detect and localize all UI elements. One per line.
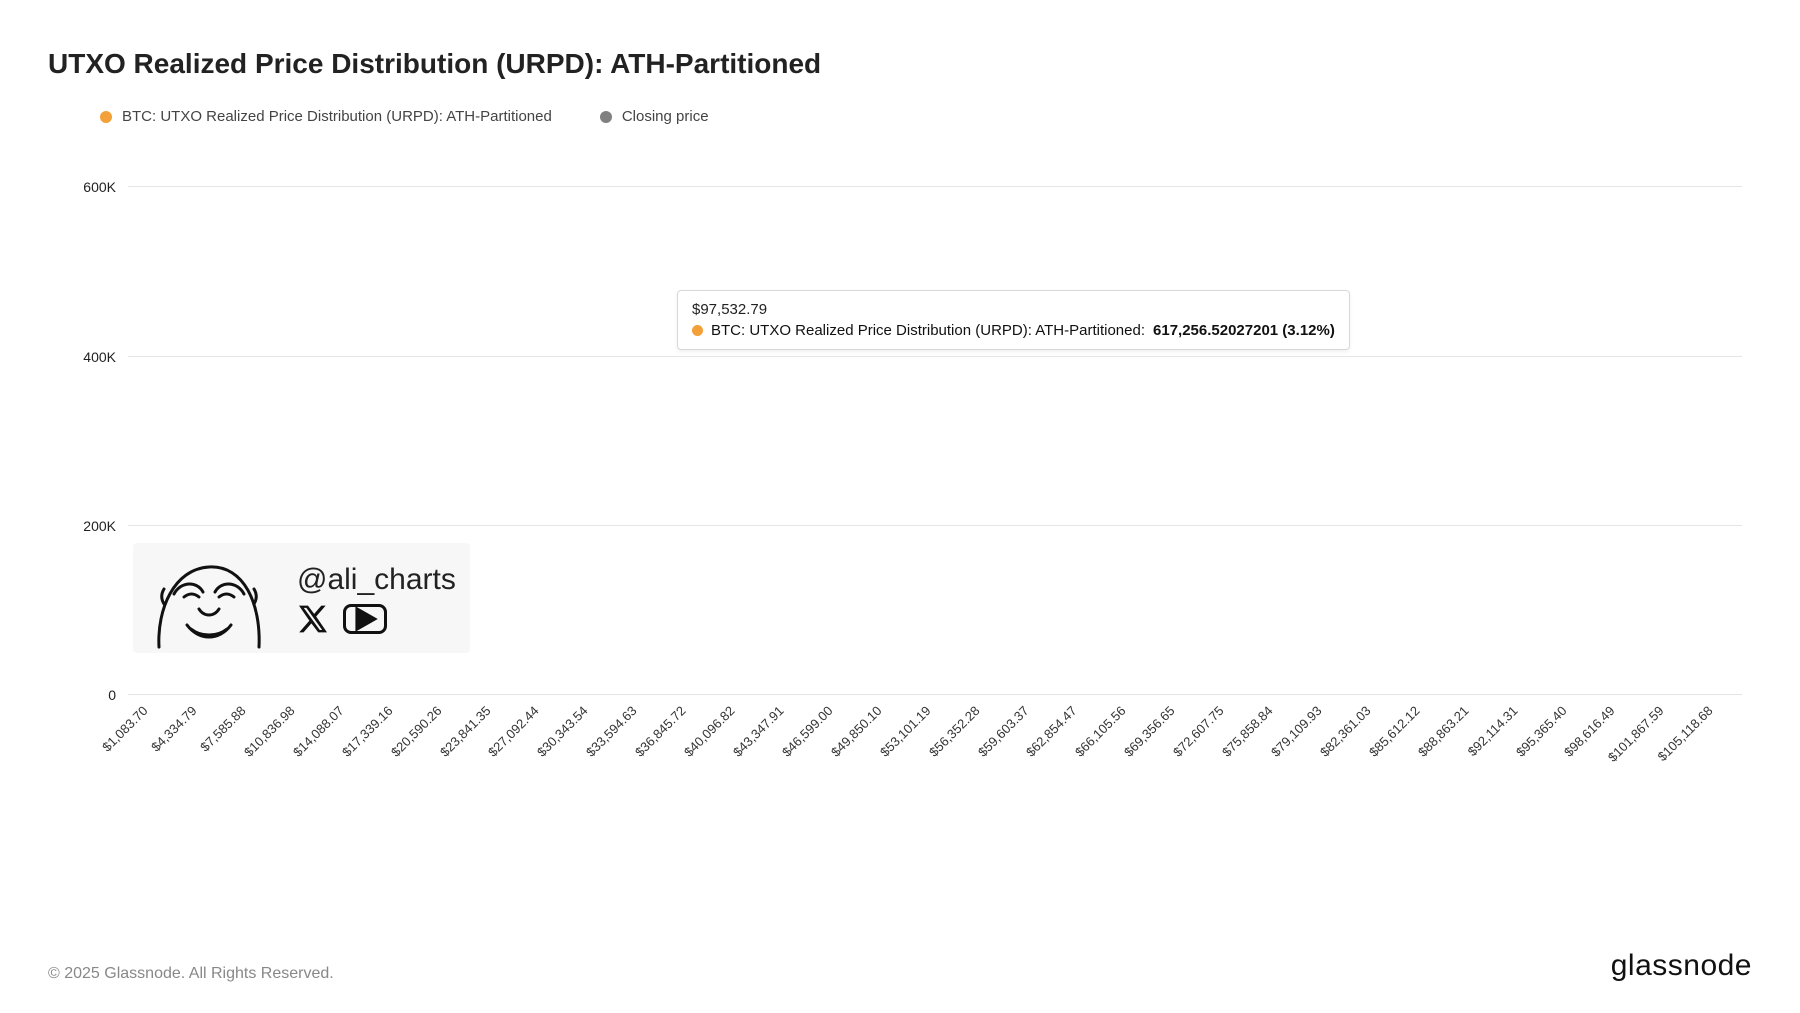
tooltip-dot-icon xyxy=(692,325,703,336)
watermark-right: @ali_charts xyxy=(297,563,456,635)
y-tick-label: 200K xyxy=(83,518,116,534)
x-slot: $7,585.88 xyxy=(226,695,250,785)
x-axis: $1,083.70 $4,334.79 $7,585.88 $10,836.98 $14… xyxy=(128,695,1742,785)
tooltip-series-row: BTC: UTXO Realized Price Distribution (U… xyxy=(692,322,1335,339)
x-slot: $95,365.40 xyxy=(1546,695,1570,785)
x-slot: $101,867.59 xyxy=(1644,695,1668,785)
x-slot: $88,863.21 xyxy=(1448,695,1472,785)
x-slot: $43,347.91 xyxy=(764,695,788,785)
x-slot xyxy=(1717,695,1741,785)
x-slot: $1,083.70 xyxy=(128,695,152,785)
x-slot: $4,334.79 xyxy=(177,695,201,785)
x-slot: $30,343.54 xyxy=(568,695,592,785)
x-slot: $98,616.49 xyxy=(1595,695,1619,785)
x-tick-label: $1,083.70 xyxy=(99,703,151,755)
x-slot: $85,612.12 xyxy=(1400,695,1424,785)
y-tick-label: 400K xyxy=(83,349,116,365)
x-slot: $23,841.35 xyxy=(470,695,494,785)
x-slot: $66,105.56 xyxy=(1106,695,1130,785)
x-slot: $36,845.72 xyxy=(666,695,690,785)
face-sketch-icon xyxy=(139,549,279,649)
x-twitter-icon xyxy=(297,603,329,635)
page-root: UTXO Realized Price Distribution (URPD):… xyxy=(0,0,1800,1013)
chart-legend: BTC: UTXO Realized Price Distribution (U… xyxy=(100,108,1752,125)
x-slot: $75,858.84 xyxy=(1253,695,1277,785)
page-footer: © 2025 Glassnode. All Rights Reserved. g… xyxy=(48,949,1752,983)
x-slot: $27,092.44 xyxy=(519,695,543,785)
x-slot: $53,101.19 xyxy=(911,695,935,785)
chart-title: UTXO Realized Price Distribution (URPD):… xyxy=(48,48,1752,80)
x-slot: $82,361.03 xyxy=(1351,695,1375,785)
x-slot: $72,607.75 xyxy=(1204,695,1228,785)
x-slot: $20,590.26 xyxy=(421,695,445,785)
x-slot: $105,118.68 xyxy=(1693,695,1717,785)
x-slot: $10,836.98 xyxy=(275,695,299,785)
legend-dot-icon xyxy=(100,111,112,123)
x-slot: $17,339.16 xyxy=(373,695,397,785)
copyright-text: © 2025 Glassnode. All Rights Reserved. xyxy=(48,965,334,983)
brand-logo: glassnode xyxy=(1611,949,1752,983)
x-slot: $14,088.07 xyxy=(324,695,348,785)
tooltip-price: $97,532.79 xyxy=(692,301,1335,318)
x-slot: $59,603.37 xyxy=(1008,695,1032,785)
watermark-icons xyxy=(297,603,456,635)
youtube-icon xyxy=(343,604,387,634)
y-axis: 0200K400K600K xyxy=(48,145,128,695)
x-slot: $46,599.00 xyxy=(813,695,837,785)
legend-label: Closing price xyxy=(622,108,709,125)
x-slot: $79,109.93 xyxy=(1302,695,1326,785)
chart-area: 0 200K 400K 600K $1,083.70 $4,334.79 $7,585.8… xyxy=(48,145,1752,785)
legend-label: BTC: UTXO Realized Price Distribution (U… xyxy=(122,108,552,125)
x-slot: $33,594.63 xyxy=(617,695,641,785)
watermark-handle: @ali_charts xyxy=(297,563,456,597)
tooltip-series-label: BTC: UTXO Realized Price Distribution (U… xyxy=(711,322,1145,339)
y-tick-label: 600K xyxy=(83,179,116,195)
x-slot: $62,854.47 xyxy=(1057,695,1081,785)
legend-dot-icon xyxy=(600,111,612,123)
tooltip-value: 617,256.52027201 (3.12%) xyxy=(1153,322,1335,339)
x-slot: $40,096.82 xyxy=(715,695,739,785)
y-tick-label: 0 xyxy=(108,687,116,703)
x-slot: $56,352.28 xyxy=(959,695,983,785)
legend-item: BTC: UTXO Realized Price Distribution (U… xyxy=(100,108,552,125)
legend-item: Closing price xyxy=(600,108,709,125)
x-slot: $69,356.65 xyxy=(1155,695,1179,785)
x-slot: $92,114.31 xyxy=(1497,695,1521,785)
author-watermark: @ali_charts xyxy=(133,543,470,653)
chart-tooltip: $97,532.79 BTC: UTXO Realized Price Dist… xyxy=(677,290,1350,350)
x-slot: $49,850.10 xyxy=(862,695,886,785)
